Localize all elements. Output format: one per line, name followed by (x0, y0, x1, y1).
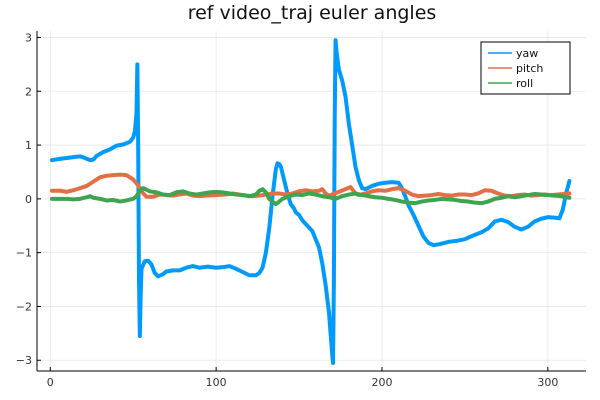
axes (36, 31, 586, 372)
x-tick-label: 0 (47, 376, 54, 389)
legend-label-roll: roll (516, 77, 533, 90)
series-layer (49, 38, 572, 365)
tick-labels: 0 100 200 300 −3 −2 −1 0 1 2 3 (16, 31, 559, 389)
legend-label-pitch: pitch (516, 62, 543, 75)
y-tick-label: 2 (25, 85, 32, 98)
x-tick-label: 200 (371, 376, 392, 389)
y-tick-label: −2 (16, 300, 32, 313)
legend-label-yaw: yaw (516, 47, 538, 60)
series-line-yaw (49, 38, 572, 365)
y-tick-label: −1 (16, 247, 32, 260)
x-tick-label: 100 (206, 376, 227, 389)
y-tick-label: 0 (25, 193, 32, 206)
y-tick-label: 3 (25, 31, 32, 44)
legend: yaw pitch roll (480, 41, 571, 95)
x-tick-label: 300 (537, 376, 558, 389)
y-tick-label: 1 (25, 139, 32, 152)
series-line-roll (49, 186, 572, 207)
chart-title: ref video_traj euler angles (188, 2, 437, 24)
y-tick-label: −3 (16, 354, 32, 367)
